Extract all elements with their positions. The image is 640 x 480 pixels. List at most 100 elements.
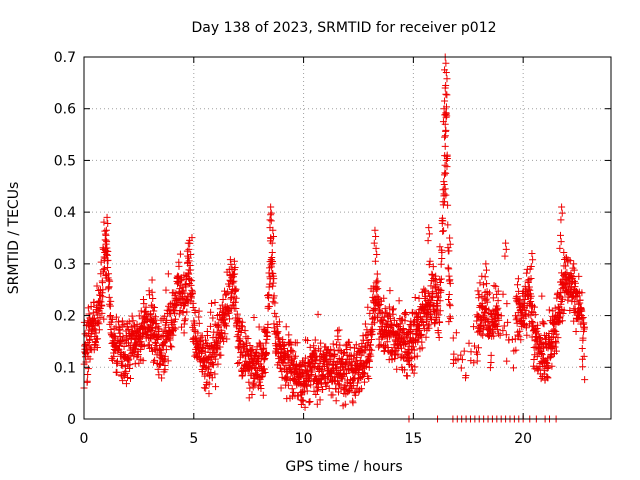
data-point	[445, 291, 453, 299]
data-point	[529, 256, 537, 264]
data-point	[556, 231, 564, 239]
data-point	[406, 349, 414, 357]
data-point	[292, 352, 300, 360]
data-point	[494, 310, 502, 318]
data-point	[231, 298, 239, 306]
data-point	[359, 370, 367, 378]
data-point	[551, 343, 559, 351]
data-point	[290, 388, 298, 396]
data-point	[107, 297, 115, 305]
data-point	[189, 304, 197, 312]
data-point	[440, 105, 448, 113]
data-point	[528, 250, 536, 258]
data-point	[86, 355, 94, 363]
data-point	[152, 320, 160, 328]
data-point	[441, 111, 449, 119]
data-point	[165, 334, 173, 342]
data-point	[484, 317, 492, 325]
data-point	[483, 298, 491, 306]
data-point	[96, 297, 104, 305]
data-point	[441, 120, 449, 128]
data-point	[246, 384, 254, 392]
data-point	[208, 374, 216, 382]
data-point	[444, 264, 452, 272]
data-point	[539, 362, 547, 370]
data-point	[391, 355, 399, 363]
data-point	[149, 318, 157, 326]
data-point	[361, 378, 369, 386]
data-point	[334, 380, 342, 388]
data-point	[557, 238, 565, 246]
data-point	[161, 366, 169, 374]
data-point	[555, 318, 563, 326]
data-point	[226, 282, 234, 290]
data-point	[230, 257, 238, 265]
data-point	[142, 303, 150, 311]
data-point	[195, 307, 203, 315]
data-point	[244, 334, 252, 342]
data-point	[504, 318, 512, 326]
data-point	[446, 300, 454, 308]
data-point	[284, 381, 292, 389]
data-point	[155, 325, 163, 333]
data-point	[84, 317, 92, 325]
data-point	[411, 363, 419, 371]
data-point	[232, 294, 240, 302]
data-point	[96, 314, 104, 322]
data-point	[166, 336, 174, 344]
data-point	[387, 315, 395, 323]
data-point	[311, 336, 319, 344]
data-point	[416, 332, 424, 340]
data-point	[389, 322, 397, 330]
data-point	[126, 374, 134, 382]
data-point	[273, 328, 281, 336]
data-point	[171, 315, 179, 323]
data-point	[500, 322, 508, 330]
data-point	[205, 380, 213, 388]
data-point	[174, 278, 182, 286]
data-point	[241, 327, 249, 335]
data-point	[275, 318, 283, 326]
data-point	[128, 312, 136, 320]
data-point	[273, 349, 281, 357]
data-point	[293, 339, 301, 347]
data-point	[239, 371, 247, 379]
data-point	[126, 361, 134, 369]
data-point	[465, 339, 473, 347]
data-point	[161, 352, 169, 360]
data-point	[329, 340, 337, 348]
data-point	[219, 296, 227, 304]
data-point	[310, 363, 318, 371]
data-point	[108, 315, 116, 323]
data-point	[210, 349, 218, 357]
data-point	[94, 335, 102, 343]
data-point	[411, 293, 419, 301]
data-point	[390, 316, 398, 324]
data-point	[246, 341, 254, 349]
x-axis-title: GPS time / hours	[285, 459, 402, 475]
data-point	[579, 334, 587, 342]
data-point	[170, 324, 178, 332]
data-point	[533, 325, 541, 333]
data-point	[167, 330, 175, 338]
data-point	[402, 311, 410, 319]
data-point	[277, 364, 285, 372]
data-point	[399, 324, 407, 332]
data-point	[474, 328, 482, 336]
data-point	[199, 340, 207, 348]
data-point	[373, 251, 381, 259]
data-point	[124, 356, 132, 364]
data-point	[259, 391, 267, 399]
data-point	[107, 311, 115, 319]
data-point	[568, 293, 576, 301]
data-point	[140, 342, 148, 350]
data-point	[136, 345, 144, 353]
data-point	[266, 216, 274, 224]
data-point	[417, 331, 425, 339]
data-point	[317, 339, 325, 347]
data-point	[103, 250, 111, 258]
data-point	[534, 366, 542, 374]
data-point	[266, 264, 274, 272]
data-point	[559, 295, 567, 303]
data-point	[313, 400, 321, 408]
